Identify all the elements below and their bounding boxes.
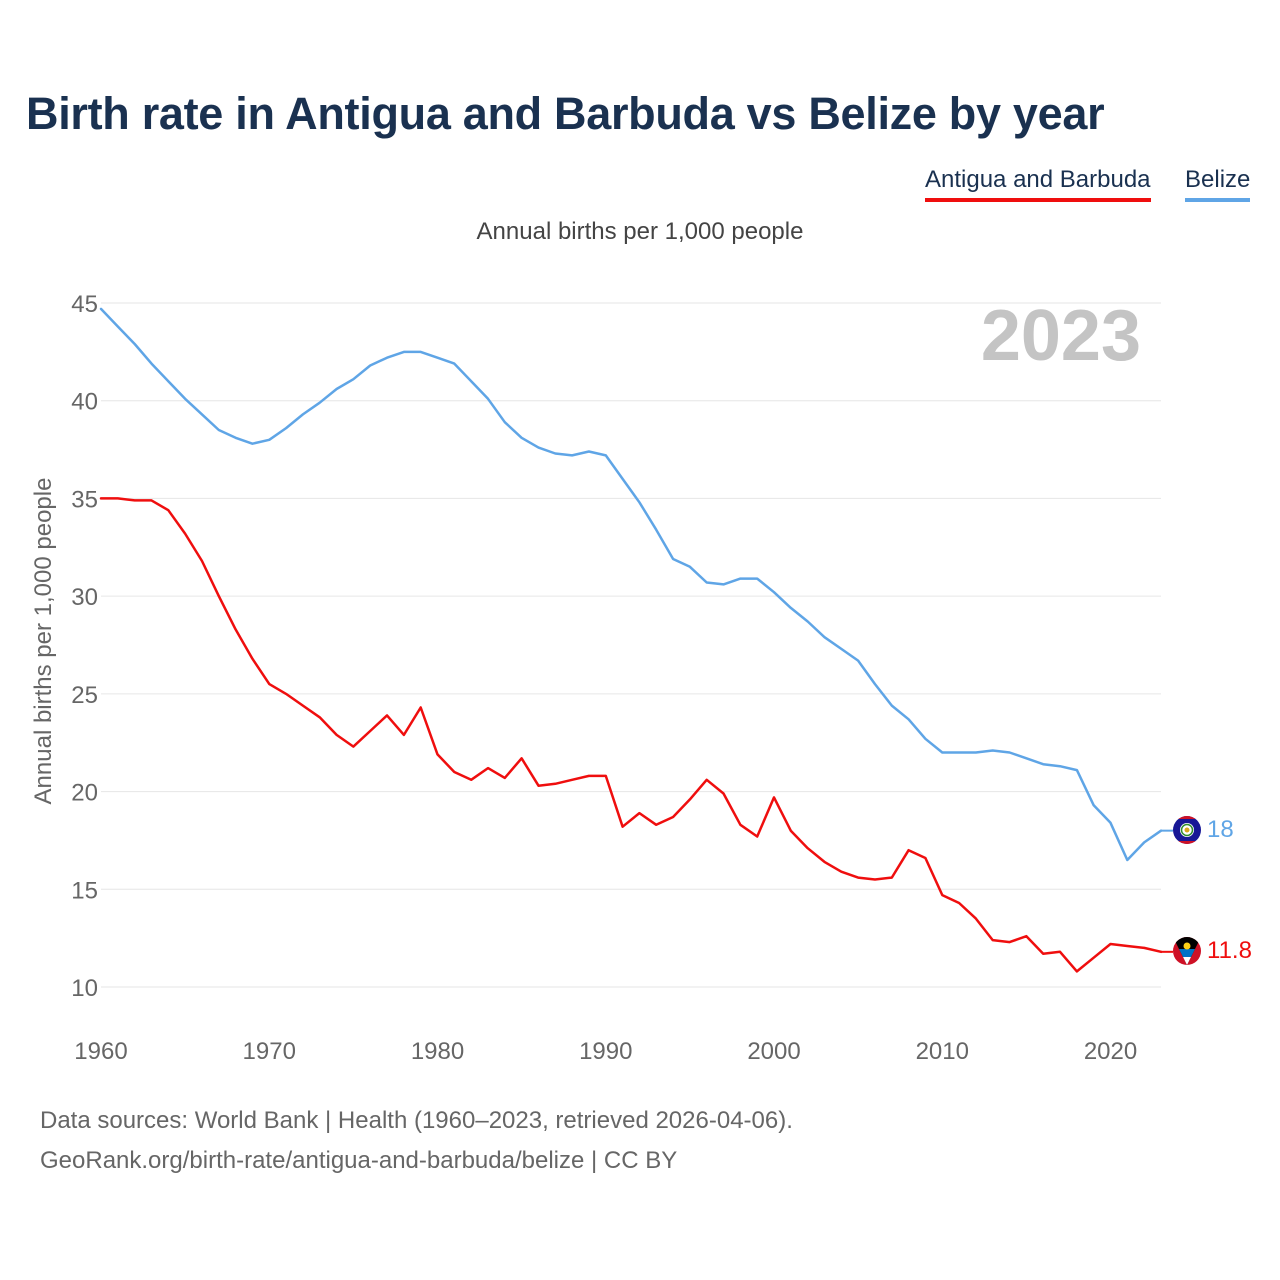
x-tick-label: 2000 (747, 1038, 800, 1065)
x-tick-label: 2020 (1084, 1038, 1137, 1065)
x-tick-label: 2010 (916, 1038, 969, 1065)
chart-subtitle: Annual births per 1,000 people (476, 218, 804, 245)
data-source-note: Data sources: World Bank | Health (1960–… (40, 1107, 793, 1134)
antigua-and-barbuda-end-value-label: 11.8 (1207, 937, 1252, 964)
current-year-label: 2023 (981, 296, 1141, 376)
y-tick-label: 45 (71, 291, 98, 318)
series-lines (99, 307, 1173, 973)
y-axis-ticks: 10 15 20 25 30 35 40 45 (71, 291, 98, 1002)
y-tick-label: 30 (71, 584, 98, 611)
series-line-belize[interactable] (99, 307, 1163, 862)
belize-end-value-label: 18 (1207, 816, 1234, 843)
chart-title: Birth rate in Antigua and Barbuda vs Bel… (26, 88, 1105, 139)
x-tick-label: 1970 (243, 1038, 296, 1065)
y-tick-label: 35 (71, 486, 98, 513)
y-tick-label: 40 (71, 389, 98, 416)
legend-item-antigua-and-barbuda[interactable]: Antigua and Barbuda (925, 166, 1151, 202)
x-tick-label: 1960 (74, 1038, 127, 1065)
y-axis-label: Annual births per 1,000 people (30, 478, 57, 805)
antigua-and-barbuda-flag-icon (1173, 937, 1201, 965)
credit-link[interactable]: GeoRank.org/birth-rate/antigua-and-barbu… (40, 1147, 678, 1174)
y-tick-label: 15 (71, 877, 98, 904)
x-tick-label: 1980 (411, 1038, 464, 1065)
y-tick-label: 10 (71, 975, 98, 1002)
y-tick-label: 20 (71, 780, 98, 807)
x-axis-ticks: 1960 1970 1980 1990 2000 2010 2020 (74, 1038, 1137, 1065)
legend-item-belize[interactable]: Belize (1185, 166, 1251, 202)
y-tick-label: 25 (71, 682, 98, 709)
chart-plot-area: 10 15 20 25 30 35 40 45 1960 1970 1980 1990 2000 201… (30, 291, 1252, 1065)
series-line-antigua-and-barbuda[interactable] (99, 497, 1163, 973)
x-tick-label: 1990 (579, 1038, 632, 1065)
gridlines (101, 302, 1161, 988)
belize-flag-icon (1173, 816, 1201, 844)
